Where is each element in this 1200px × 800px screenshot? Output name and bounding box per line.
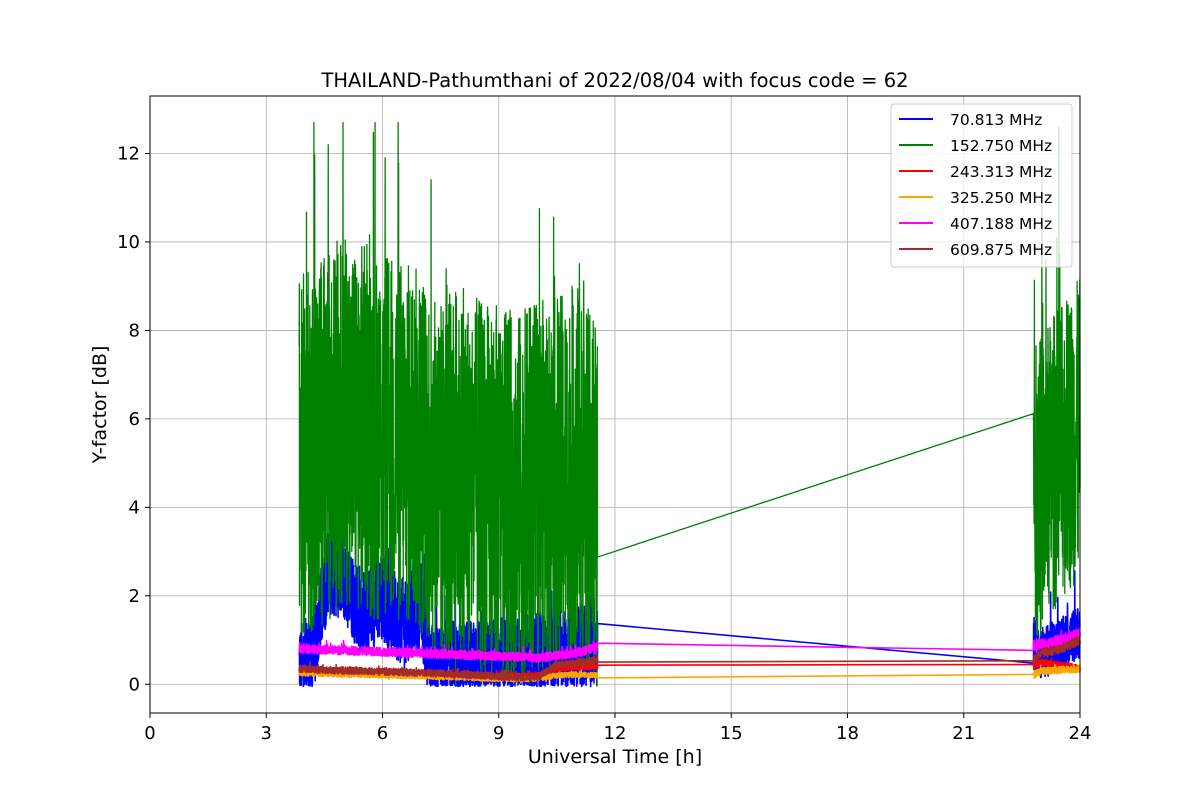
y-tick-label: 10	[117, 232, 140, 253]
y-tick-label: 8	[129, 320, 140, 341]
y-tick-label: 0	[129, 674, 140, 695]
legend-label: 325.250 MHz	[950, 189, 1052, 207]
y-tick-label: 2	[129, 586, 140, 607]
x-tick-label: 3	[261, 723, 272, 744]
x-tick-label: 15	[720, 723, 743, 744]
legend-label: 243.313 MHz	[950, 163, 1052, 181]
legend-label: 407.188 MHz	[950, 215, 1052, 233]
x-tick-label: 12	[604, 723, 627, 744]
legend-label: 152.750 MHz	[950, 137, 1052, 155]
series-line	[298, 627, 1081, 663]
series-5	[298, 635, 1081, 682]
plot-data	[298, 121, 1081, 688]
legend-frame	[890, 103, 1073, 268]
series-line	[298, 635, 1081, 682]
series-line	[298, 121, 1081, 687]
y-tick-label: 12	[117, 143, 140, 164]
legend-label: 609.875 MHz	[950, 241, 1052, 259]
y-tick-label: 6	[129, 409, 140, 430]
legend: 70.813 MHz 152.750 MHz 243.313 MHz 325.250 …	[890, 103, 1073, 268]
series-4	[298, 627, 1081, 663]
y-tick-label: 4	[129, 497, 140, 518]
chart-title: THAILAND-Pathumthani of 2022/08/04 with …	[320, 69, 908, 92]
y-axis-title: Y-factor [dB]	[89, 346, 111, 465]
x-tick-label: 9	[493, 723, 504, 744]
x-tick-label: 24	[1069, 723, 1092, 744]
series-1	[298, 121, 1081, 687]
x-axis-title: Universal Time [h]	[528, 746, 702, 768]
x-tick-label: 0	[144, 723, 155, 744]
legend-label: 70.813 MHz	[950, 111, 1042, 129]
x-tick-label: 6	[377, 723, 388, 744]
x-tick-label: 18	[836, 723, 859, 744]
x-tick-label: 21	[952, 723, 975, 744]
